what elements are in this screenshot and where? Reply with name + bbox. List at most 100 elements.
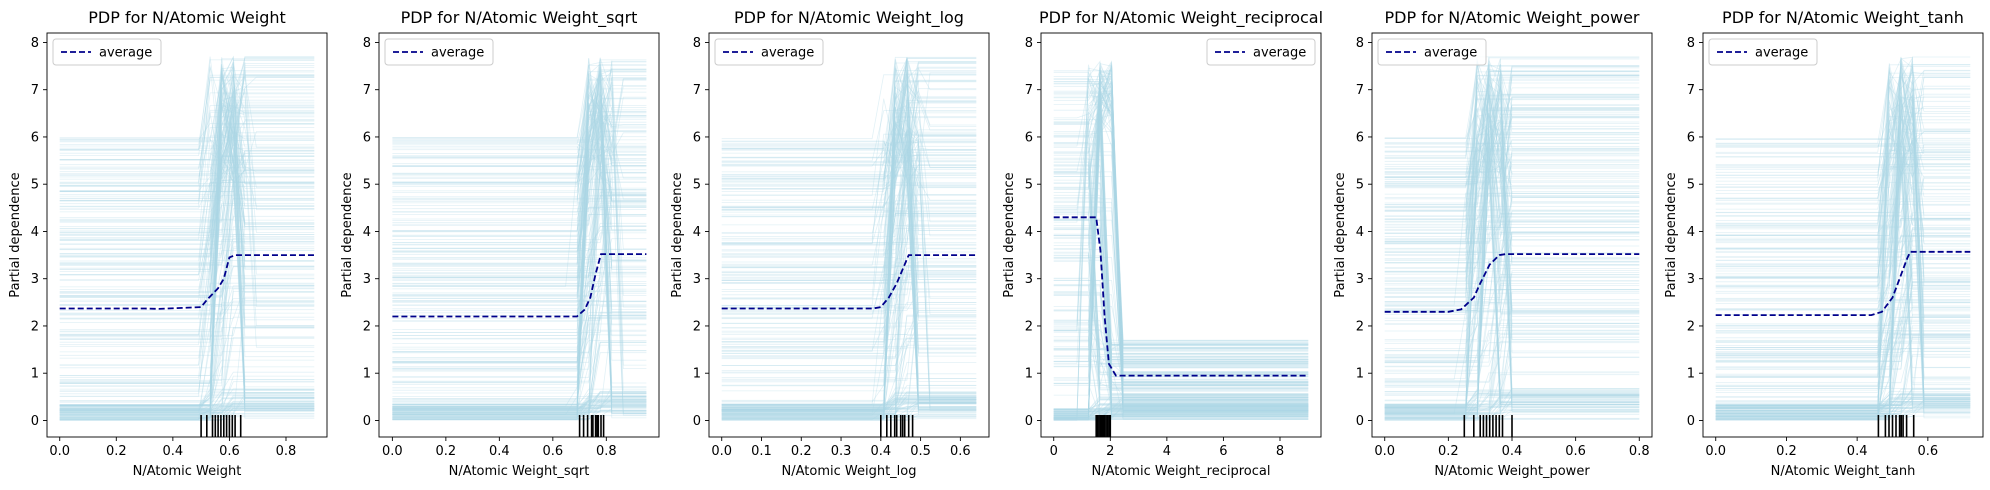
ice-line bbox=[1715, 233, 1971, 267]
ice-line bbox=[392, 195, 647, 237]
ice-line bbox=[1715, 98, 1971, 414]
ice-line bbox=[59, 173, 315, 200]
ice-line bbox=[59, 407, 315, 416]
ice-line bbox=[392, 306, 647, 359]
ice-line bbox=[721, 69, 977, 419]
ice-line bbox=[1384, 64, 1640, 324]
ice-line bbox=[59, 103, 315, 359]
ice-line bbox=[1384, 65, 1640, 220]
ice-line bbox=[59, 195, 315, 213]
ice-line bbox=[1715, 158, 1971, 249]
ice-line bbox=[721, 337, 977, 379]
rug-marks bbox=[200, 415, 242, 437]
ice-line bbox=[59, 312, 315, 420]
ice-line bbox=[1715, 388, 1971, 406]
ice-line bbox=[1715, 387, 1971, 405]
ice-line bbox=[721, 274, 977, 306]
ice-line bbox=[59, 265, 315, 331]
ice-line bbox=[1384, 143, 1640, 189]
y-tick-label: 1 bbox=[1025, 367, 1033, 382]
ice-line bbox=[392, 90, 647, 203]
ice-line bbox=[1384, 113, 1640, 237]
y-axis-label: Partial dependence bbox=[340, 172, 355, 297]
ice-line bbox=[59, 63, 315, 182]
ice-line bbox=[1384, 324, 1640, 344]
ice-line bbox=[721, 107, 977, 408]
legend-box bbox=[1708, 38, 1818, 66]
x-tick-label: 0.6 bbox=[950, 444, 971, 459]
ice-line bbox=[721, 131, 977, 318]
ice-line bbox=[721, 67, 977, 413]
ice-line bbox=[1053, 406, 1309, 412]
ice-line bbox=[1715, 57, 1971, 268]
ice-line bbox=[721, 412, 977, 417]
ice-line bbox=[1053, 64, 1309, 421]
ice-line bbox=[721, 154, 977, 201]
chart-title: PDP for N/Atomic Weight_tanh bbox=[1722, 8, 1964, 28]
ice-line bbox=[721, 322, 977, 392]
ice-line bbox=[1715, 75, 1971, 420]
ice-line bbox=[1715, 149, 1971, 204]
x-tick-label: 0.8 bbox=[1629, 444, 1650, 459]
ice-line bbox=[59, 67, 315, 341]
ice-line bbox=[721, 393, 977, 409]
ice-line bbox=[1384, 210, 1640, 260]
ice-line bbox=[59, 96, 315, 197]
ice-line bbox=[1384, 133, 1640, 379]
ice-line bbox=[1384, 83, 1640, 289]
ice-line bbox=[1715, 85, 1971, 217]
ice-line bbox=[392, 94, 647, 252]
ice-line bbox=[59, 168, 315, 192]
ice-line bbox=[59, 55, 315, 192]
ice-line bbox=[1715, 64, 1971, 146]
ice-line bbox=[59, 127, 315, 187]
ice-line bbox=[1715, 340, 1971, 377]
ice-line bbox=[721, 398, 977, 417]
ice-line bbox=[721, 392, 977, 409]
ice-line bbox=[721, 402, 977, 412]
x-tick-label: 0.6 bbox=[542, 444, 563, 459]
ice-line bbox=[1384, 394, 1640, 411]
ice-line bbox=[1715, 93, 1971, 189]
ice-line bbox=[721, 387, 977, 412]
ice-line bbox=[59, 404, 315, 406]
ice-line bbox=[392, 73, 647, 391]
x-tick-label: 0.8 bbox=[276, 444, 297, 459]
ice-line bbox=[392, 169, 647, 213]
ice-line bbox=[392, 260, 647, 321]
ice-line bbox=[721, 274, 977, 315]
ice-line bbox=[59, 60, 315, 147]
ice-line bbox=[1715, 334, 1971, 356]
ice-line bbox=[392, 91, 647, 394]
ice-line bbox=[721, 400, 977, 407]
ice-line bbox=[1715, 112, 1971, 194]
ice-line bbox=[392, 91, 647, 158]
ice-line bbox=[392, 76, 647, 419]
ice-line bbox=[721, 142, 977, 284]
ice-line bbox=[1715, 76, 1971, 407]
ice-line bbox=[1053, 235, 1309, 368]
ice-line bbox=[1384, 342, 1640, 363]
ice-line bbox=[1053, 68, 1309, 408]
ice-line bbox=[1384, 113, 1640, 212]
ice-line bbox=[1715, 407, 1971, 417]
ice-line bbox=[392, 341, 647, 399]
ice-line bbox=[721, 402, 977, 409]
ice-line bbox=[59, 304, 315, 384]
ice-line bbox=[392, 386, 647, 409]
ice-line bbox=[392, 261, 647, 314]
ice-line bbox=[1053, 284, 1309, 355]
ice-line bbox=[1384, 334, 1640, 367]
ice-line bbox=[1053, 399, 1309, 413]
ice-line bbox=[1053, 399, 1309, 415]
ice-line bbox=[392, 59, 647, 410]
ice-line bbox=[392, 78, 647, 168]
ice-line bbox=[1715, 131, 1971, 170]
ice-line bbox=[1715, 85, 1971, 265]
ice-line bbox=[1384, 239, 1640, 357]
ice-line bbox=[1384, 74, 1640, 157]
ice-line bbox=[1053, 397, 1309, 411]
ice-line bbox=[59, 75, 315, 390]
